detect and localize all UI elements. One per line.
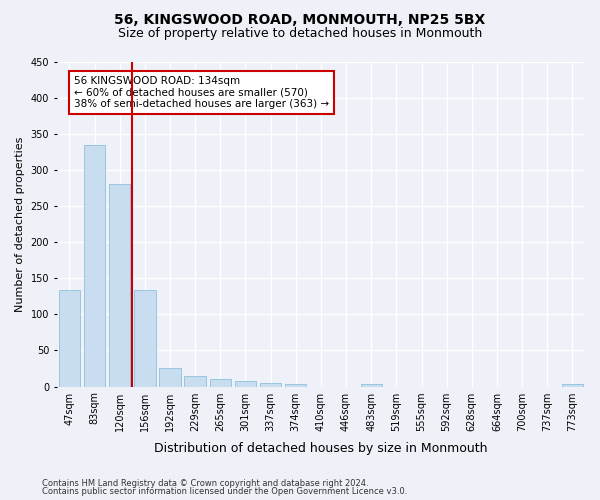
Bar [562, 384, 583, 386]
Text: 56, KINGSWOOD ROAD, MONMOUTH, NP25 5BX: 56, KINGSWOOD ROAD, MONMOUTH, NP25 5BX [115, 12, 485, 26]
Y-axis label: Number of detached properties: Number of detached properties [15, 136, 25, 312]
Bar [84, 146, 105, 386]
Text: 56 KINGSWOOD ROAD: 134sqm
← 60% of detached houses are smaller (570)
38% of semi: 56 KINGSWOOD ROAD: 134sqm ← 60% of detac… [74, 76, 329, 109]
Bar [59, 290, 80, 386]
Bar [361, 384, 382, 386]
Bar [134, 290, 155, 386]
Bar [184, 376, 206, 386]
Text: Contains HM Land Registry data © Crown copyright and database right 2024.: Contains HM Land Registry data © Crown c… [42, 478, 368, 488]
Bar [260, 383, 281, 386]
Bar [160, 368, 181, 386]
Bar [235, 382, 256, 386]
Text: Size of property relative to detached houses in Monmouth: Size of property relative to detached ho… [118, 28, 482, 40]
Bar [285, 384, 307, 386]
X-axis label: Distribution of detached houses by size in Monmouth: Distribution of detached houses by size … [154, 442, 488, 455]
Bar [209, 378, 231, 386]
Text: Contains public sector information licensed under the Open Government Licence v3: Contains public sector information licen… [42, 487, 407, 496]
Bar [109, 184, 130, 386]
